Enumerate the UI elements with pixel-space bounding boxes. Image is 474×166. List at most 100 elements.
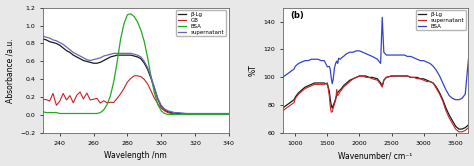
Y-axis label: %T: %T: [248, 65, 257, 76]
β-Lg: [356, 75, 362, 77]
supernatant: [57, 42, 63, 43]
GB: [175, 113, 181, 115]
supernatant: [87, 60, 93, 62]
β-Lg: [118, 54, 123, 56]
GB: [91, 98, 96, 100]
supernatant: [440, 100, 446, 102]
β-Lg: [87, 61, 93, 63]
GB: [148, 90, 154, 92]
BSA: [91, 113, 96, 115]
β-Lg: [64, 50, 69, 52]
β-Lg: [440, 99, 446, 101]
BSA: [201, 113, 206, 115]
BSA: [40, 111, 46, 113]
β-Lg: [209, 113, 215, 115]
BSA: [118, 38, 123, 40]
supernatant: [98, 57, 103, 59]
supernatant: [341, 86, 346, 88]
supernatant: [201, 113, 206, 115]
GB: [209, 113, 215, 115]
β-Lg: [168, 112, 174, 114]
supernatant: [128, 52, 134, 54]
β-Lg: [121, 54, 127, 56]
supernatant: [148, 76, 154, 78]
supernatant: [327, 95, 332, 97]
BSA: [379, 16, 385, 18]
β-Lg: [111, 55, 117, 57]
Legend: β-Lg, supernatant, BSA: β-Lg, supernatant, BSA: [416, 10, 465, 30]
BSA: [84, 113, 90, 115]
supernatant: [456, 131, 462, 133]
BSA: [94, 113, 100, 115]
β-Lg: [54, 42, 59, 44]
GB: [94, 97, 100, 99]
supernatant: [60, 43, 66, 45]
GB: [71, 102, 76, 104]
BSA: [81, 113, 86, 115]
β-Lg: [330, 104, 336, 106]
GB: [162, 110, 167, 112]
GB: [60, 92, 66, 94]
β-Lg: [81, 60, 86, 62]
β-Lg: [165, 111, 171, 113]
β-Lg: [201, 113, 206, 115]
GB: [192, 113, 198, 115]
GB: [168, 113, 174, 115]
supernatant: [81, 57, 86, 59]
β-Lg: [192, 113, 198, 115]
GB: [57, 100, 63, 102]
GB: [152, 97, 157, 99]
BSA: [131, 16, 137, 18]
β-Lg: [175, 113, 181, 115]
GB: [111, 101, 117, 103]
GB: [125, 81, 130, 83]
BSA: [104, 104, 110, 106]
GB: [121, 87, 127, 89]
supernatant: [77, 55, 83, 57]
GB: [158, 107, 164, 109]
Line: GB: GB: [43, 76, 229, 114]
supernatant: [54, 40, 59, 42]
supernatant: [226, 113, 232, 115]
Legend: β-Lg, GB, BSA, supernatant: β-Lg, GB, BSA, supernatant: [176, 10, 226, 36]
GB: [54, 104, 59, 106]
BSA: [141, 41, 147, 43]
GB: [184, 113, 190, 115]
GB: [50, 92, 56, 94]
BSA: [165, 113, 171, 115]
BSA: [155, 104, 161, 106]
supernatant: [71, 51, 76, 53]
supernatant: [131, 53, 137, 55]
BSA: [327, 65, 332, 67]
supernatant: [104, 54, 110, 56]
supernatant: [47, 37, 53, 39]
β-Lg: [148, 78, 154, 80]
BSA: [360, 51, 365, 53]
β-Lg: [50, 42, 56, 43]
Y-axis label: Absorbance /a.u.: Absorbance /a.u.: [6, 38, 15, 103]
BSA: [125, 14, 130, 16]
supernatant: [465, 127, 471, 129]
β-Lg: [131, 55, 137, 57]
Line: supernatant: supernatant: [43, 36, 229, 114]
BSA: [71, 113, 76, 115]
β-Lg: [141, 62, 147, 64]
GB: [226, 113, 232, 115]
β-Lg: [108, 56, 113, 58]
GB: [98, 102, 103, 104]
supernatant: [141, 60, 147, 62]
β-Lg: [459, 128, 465, 130]
β-Lg: [74, 56, 80, 58]
β-Lg: [94, 62, 100, 64]
BSA: [47, 112, 53, 114]
GB: [114, 97, 120, 99]
supernatant: [138, 56, 144, 58]
β-Lg: [47, 41, 53, 43]
BSA: [209, 113, 215, 115]
BSA: [168, 113, 174, 115]
supernatant: [67, 49, 73, 51]
BSA: [98, 112, 103, 114]
β-Lg: [145, 69, 151, 71]
supernatant: [162, 108, 167, 110]
GB: [172, 113, 178, 115]
